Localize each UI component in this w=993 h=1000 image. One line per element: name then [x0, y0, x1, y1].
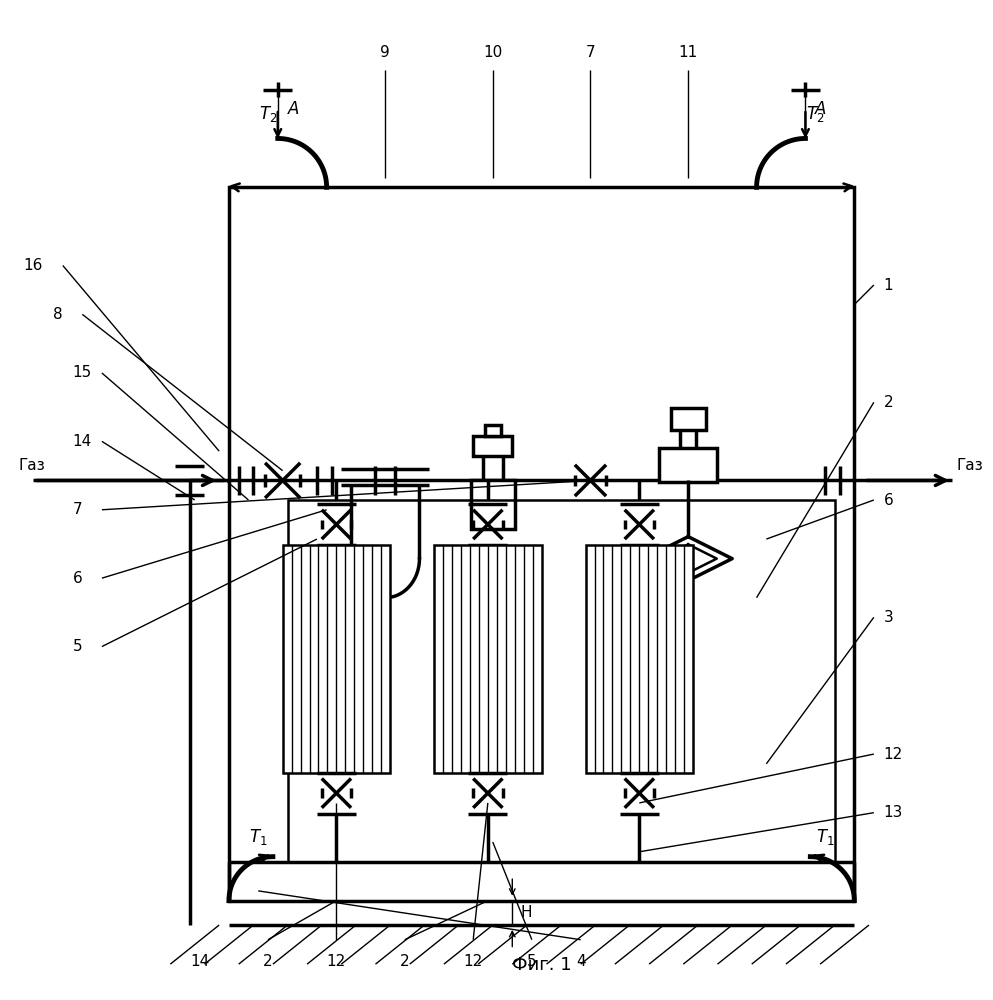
Bar [229, 187, 854, 901]
Text: 9: 9 [380, 45, 390, 60]
Bar [288, 500, 835, 862]
Text: 5: 5 [527, 954, 536, 969]
Text: 4: 4 [576, 954, 586, 969]
Bar [434, 545, 541, 773]
Text: 5: 5 [72, 639, 82, 654]
Text: 10: 10 [484, 45, 502, 60]
Text: $T_2$: $T_2$ [259, 104, 277, 124]
Text: 2: 2 [400, 954, 410, 969]
Text: H: H [520, 905, 531, 920]
Text: 2: 2 [263, 954, 273, 969]
Bar [659, 448, 718, 482]
Text: 12: 12 [327, 954, 346, 969]
Bar [670, 408, 706, 430]
Text: $T_2$: $T_2$ [806, 104, 824, 124]
Text: A: A [288, 100, 299, 118]
Text: 11: 11 [678, 45, 698, 60]
Text: Фиг. 1: Фиг. 1 [511, 956, 571, 974]
Text: 3: 3 [884, 610, 894, 625]
Bar [471, 480, 514, 529]
Text: 8: 8 [53, 307, 63, 322]
Text: Газ: Газ [957, 458, 984, 473]
Text: 15: 15 [72, 365, 91, 380]
Text: 1: 1 [884, 278, 894, 293]
Text: $T_1$: $T_1$ [249, 827, 267, 847]
Bar [586, 545, 693, 773]
Text: 12: 12 [464, 954, 483, 969]
Text: $T_1$: $T_1$ [815, 827, 834, 847]
Text: A: A [815, 100, 826, 118]
Text: Газ: Газ [19, 458, 46, 473]
Text: 6: 6 [884, 493, 894, 508]
Text: 13: 13 [884, 805, 903, 820]
Bar [485, 425, 500, 436]
Text: 7: 7 [586, 45, 595, 60]
Text: 2: 2 [884, 395, 894, 410]
Text: 7: 7 [72, 502, 82, 517]
Text: 12: 12 [884, 747, 903, 762]
Text: 14: 14 [72, 434, 91, 449]
Text: 6: 6 [72, 571, 82, 586]
Text: 16: 16 [24, 258, 43, 273]
Bar [283, 545, 390, 773]
Bar [474, 436, 512, 456]
Text: 14: 14 [190, 954, 210, 969]
